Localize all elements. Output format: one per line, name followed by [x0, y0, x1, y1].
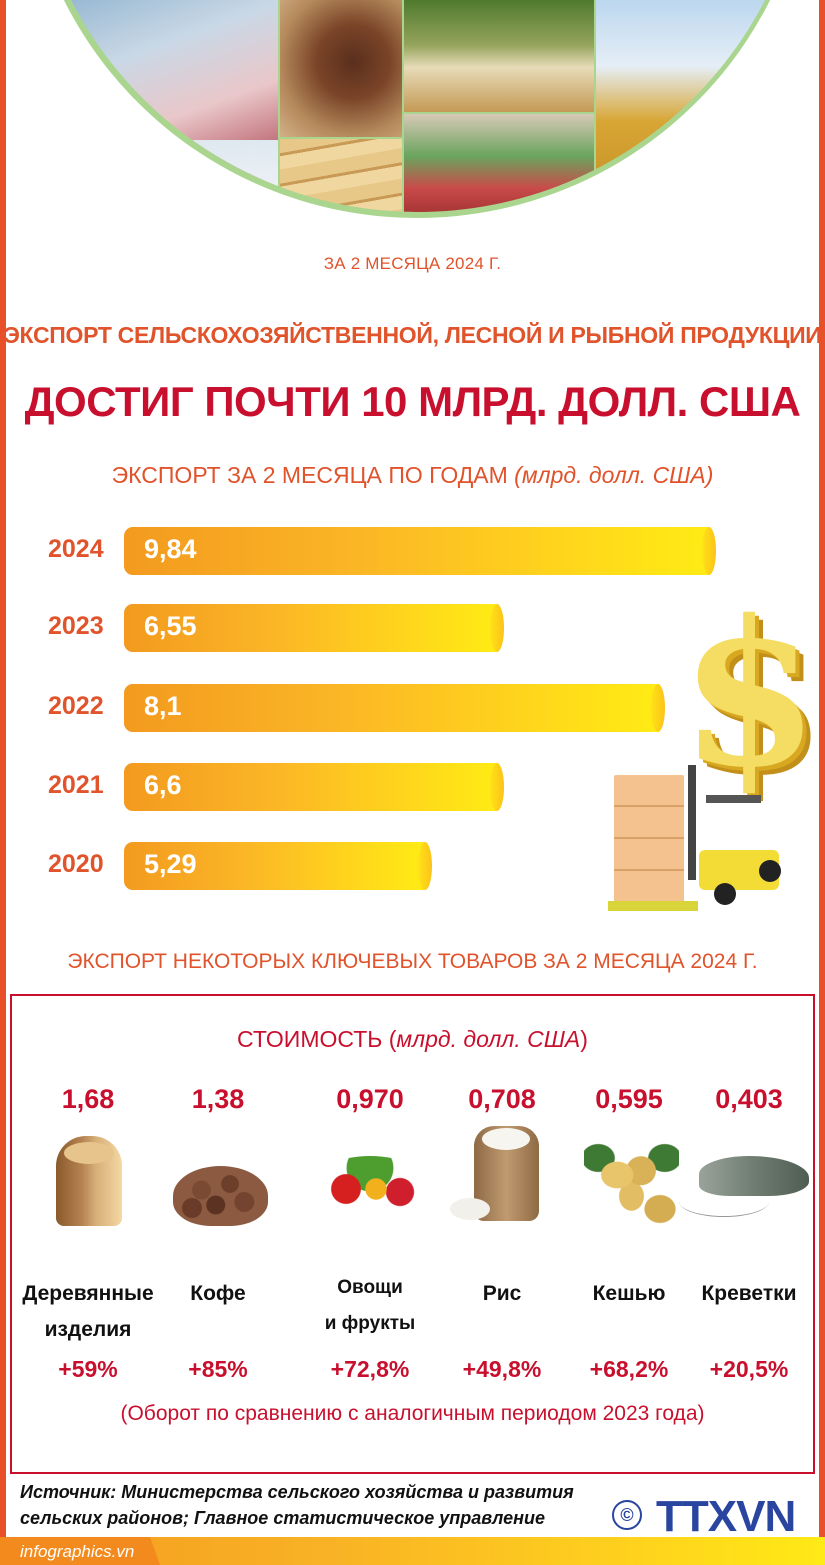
product-name: Креветки	[701, 1282, 797, 1305]
vegetables-icon	[310, 1126, 430, 1236]
bar-year-label: 2023	[48, 612, 104, 640]
coffee-beans-photo	[280, 0, 402, 137]
cashew-icon	[579, 1126, 679, 1236]
products-title-text: СТОИМОСТЬ (	[237, 1026, 397, 1052]
photo-collage	[28, 0, 808, 212]
headline-primary: ЭКСПОРТ СЕЛЬСКОХОЗЯЙСТВЕННОЙ, ЛЕСНОЙ И Р…	[3, 322, 822, 348]
forklift-mast	[688, 765, 696, 880]
product-growth: +85%	[188, 1356, 248, 1382]
products-box: СТОИМОСТЬ (млрд. долл. США) 1,68 Деревян…	[10, 994, 815, 1474]
product-value: 1,68	[61, 1084, 115, 1114]
rice-sack-icon	[450, 1126, 552, 1236]
fruit-market-photo	[404, 114, 594, 212]
product-value: 0,403	[715, 1084, 783, 1114]
forklift-wheel	[759, 860, 781, 882]
products-section-title: ЭКСПОРТ НЕКОТОРЫХ КЛЮЧЕВЫХ ТОВАРОВ ЗА 2 …	[67, 950, 758, 973]
product-growth: +68,2%	[589, 1356, 669, 1382]
product-value: 0,595	[595, 1084, 663, 1114]
wood-stump-icon	[38, 1126, 138, 1236]
product-name: Кофе	[190, 1282, 246, 1305]
yearly-title-text: ЭКСПОРТ ЗА 2 МЕСЯЦА ПО ГОДАМ	[111, 462, 515, 488]
source-line-1: Источник: Министерства сельского хозяйст…	[20, 1482, 574, 1502]
product-growth: +20,5%	[709, 1356, 789, 1382]
products-title-end: )	[580, 1026, 588, 1052]
product-growth: +59%	[58, 1356, 118, 1382]
bar-value: 8,1	[144, 691, 182, 721]
bar-2020: 5,29	[124, 842, 432, 890]
product-growth: +49,8%	[462, 1356, 542, 1382]
rice-sack-photo	[404, 0, 594, 112]
product-name: Рис	[482, 1282, 522, 1305]
bar-year-label: 2020	[48, 850, 104, 878]
source-line-2: сельских районов; Главное статистическое…	[20, 1508, 545, 1528]
bar-value: 5,29	[144, 849, 197, 879]
source-note: Источник: Министерства сельского хозяйст…	[20, 1479, 574, 1531]
site-link[interactable]: infographics.vn	[20, 1542, 135, 1561]
products-title-unit: млрд. долл. США	[396, 1026, 581, 1052]
bar-year-label: 2021	[48, 771, 104, 799]
ttxvn-logo: TTXVN	[656, 1492, 796, 1541]
harvester-photo	[596, 0, 808, 212]
bar-value: 6,6	[144, 770, 182, 800]
forklift-icon	[608, 765, 784, 925]
bar-value: 9,84	[144, 534, 197, 564]
product-growth: +72,8%	[330, 1356, 410, 1382]
coffee-beans-icon	[168, 1126, 268, 1236]
products-note: (Оборот по сравнению с аналогичным перио…	[120, 1402, 705, 1425]
bar-2022: 8,1	[124, 684, 665, 732]
lab-photo	[28, 140, 278, 212]
forklift-cab	[706, 795, 761, 803]
copyright-icon: ©	[612, 1500, 642, 1530]
bar-year-label: 2022	[48, 692, 104, 720]
bar-value: 6,55	[144, 611, 197, 641]
product-value: 1,38	[191, 1084, 245, 1114]
product-name: Кешью	[592, 1282, 666, 1305]
lumber-photo	[280, 139, 402, 212]
pallet	[608, 901, 698, 911]
footer-tab	[0, 1537, 160, 1565]
period-subtitle: ЗА 2 МЕСЯЦА 2024 Г.	[323, 254, 502, 273]
forklift-wheel	[714, 883, 736, 905]
headline-main: ДОСТИГ ПОЧТИ 10 МЛРД. ДОЛЛ. США	[24, 378, 801, 425]
dollar-sign-icon: $	[680, 577, 820, 812]
bar-2023: 6,55	[124, 604, 504, 652]
yearly-title-unit: (млрд. долл. США)	[514, 462, 714, 488]
product-name: Деревянные изделия	[22, 1282, 154, 1341]
product-value: 0,708	[468, 1084, 536, 1114]
product-name: Овощи и фрукты	[324, 1277, 416, 1334]
yearly-section-title: ЭКСПОРТ ЗА 2 МЕСЯЦА ПО ГОДАМ (млрд. долл…	[0, 462, 825, 489]
products-box-title: СТОИМОСТЬ (млрд. долл. США)	[12, 1026, 813, 1053]
bar-2024: 9,84	[124, 527, 716, 575]
cargo-boxes	[614, 775, 684, 905]
bar-2021: 6,6	[124, 763, 504, 811]
product-value: 0,970	[336, 1084, 404, 1114]
shrimp-icon	[679, 1126, 809, 1236]
bar-year-label: 2024	[48, 535, 104, 563]
